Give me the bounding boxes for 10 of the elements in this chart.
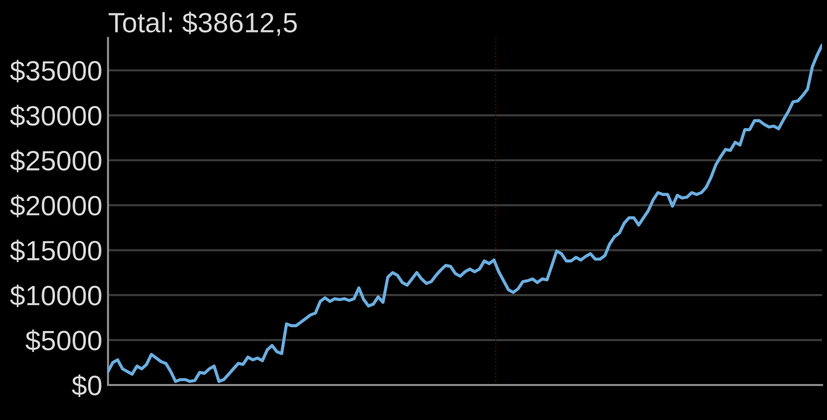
chart-title: Total: $38612,5 [108, 12, 297, 36]
line-series [108, 44, 822, 383]
y-tick-label: $0 [72, 374, 102, 397]
y-tick-label: $15000 [10, 240, 102, 262]
y-tick-label: $20000 [10, 194, 102, 218]
y-tick-label: $35000 [10, 60, 102, 82]
y-tick-label: $10000 [10, 284, 102, 308]
y-tick-label: $25000 [10, 150, 102, 172]
y-tick-label: $30000 [10, 104, 102, 128]
y-tick-label: $5000 [26, 330, 102, 352]
